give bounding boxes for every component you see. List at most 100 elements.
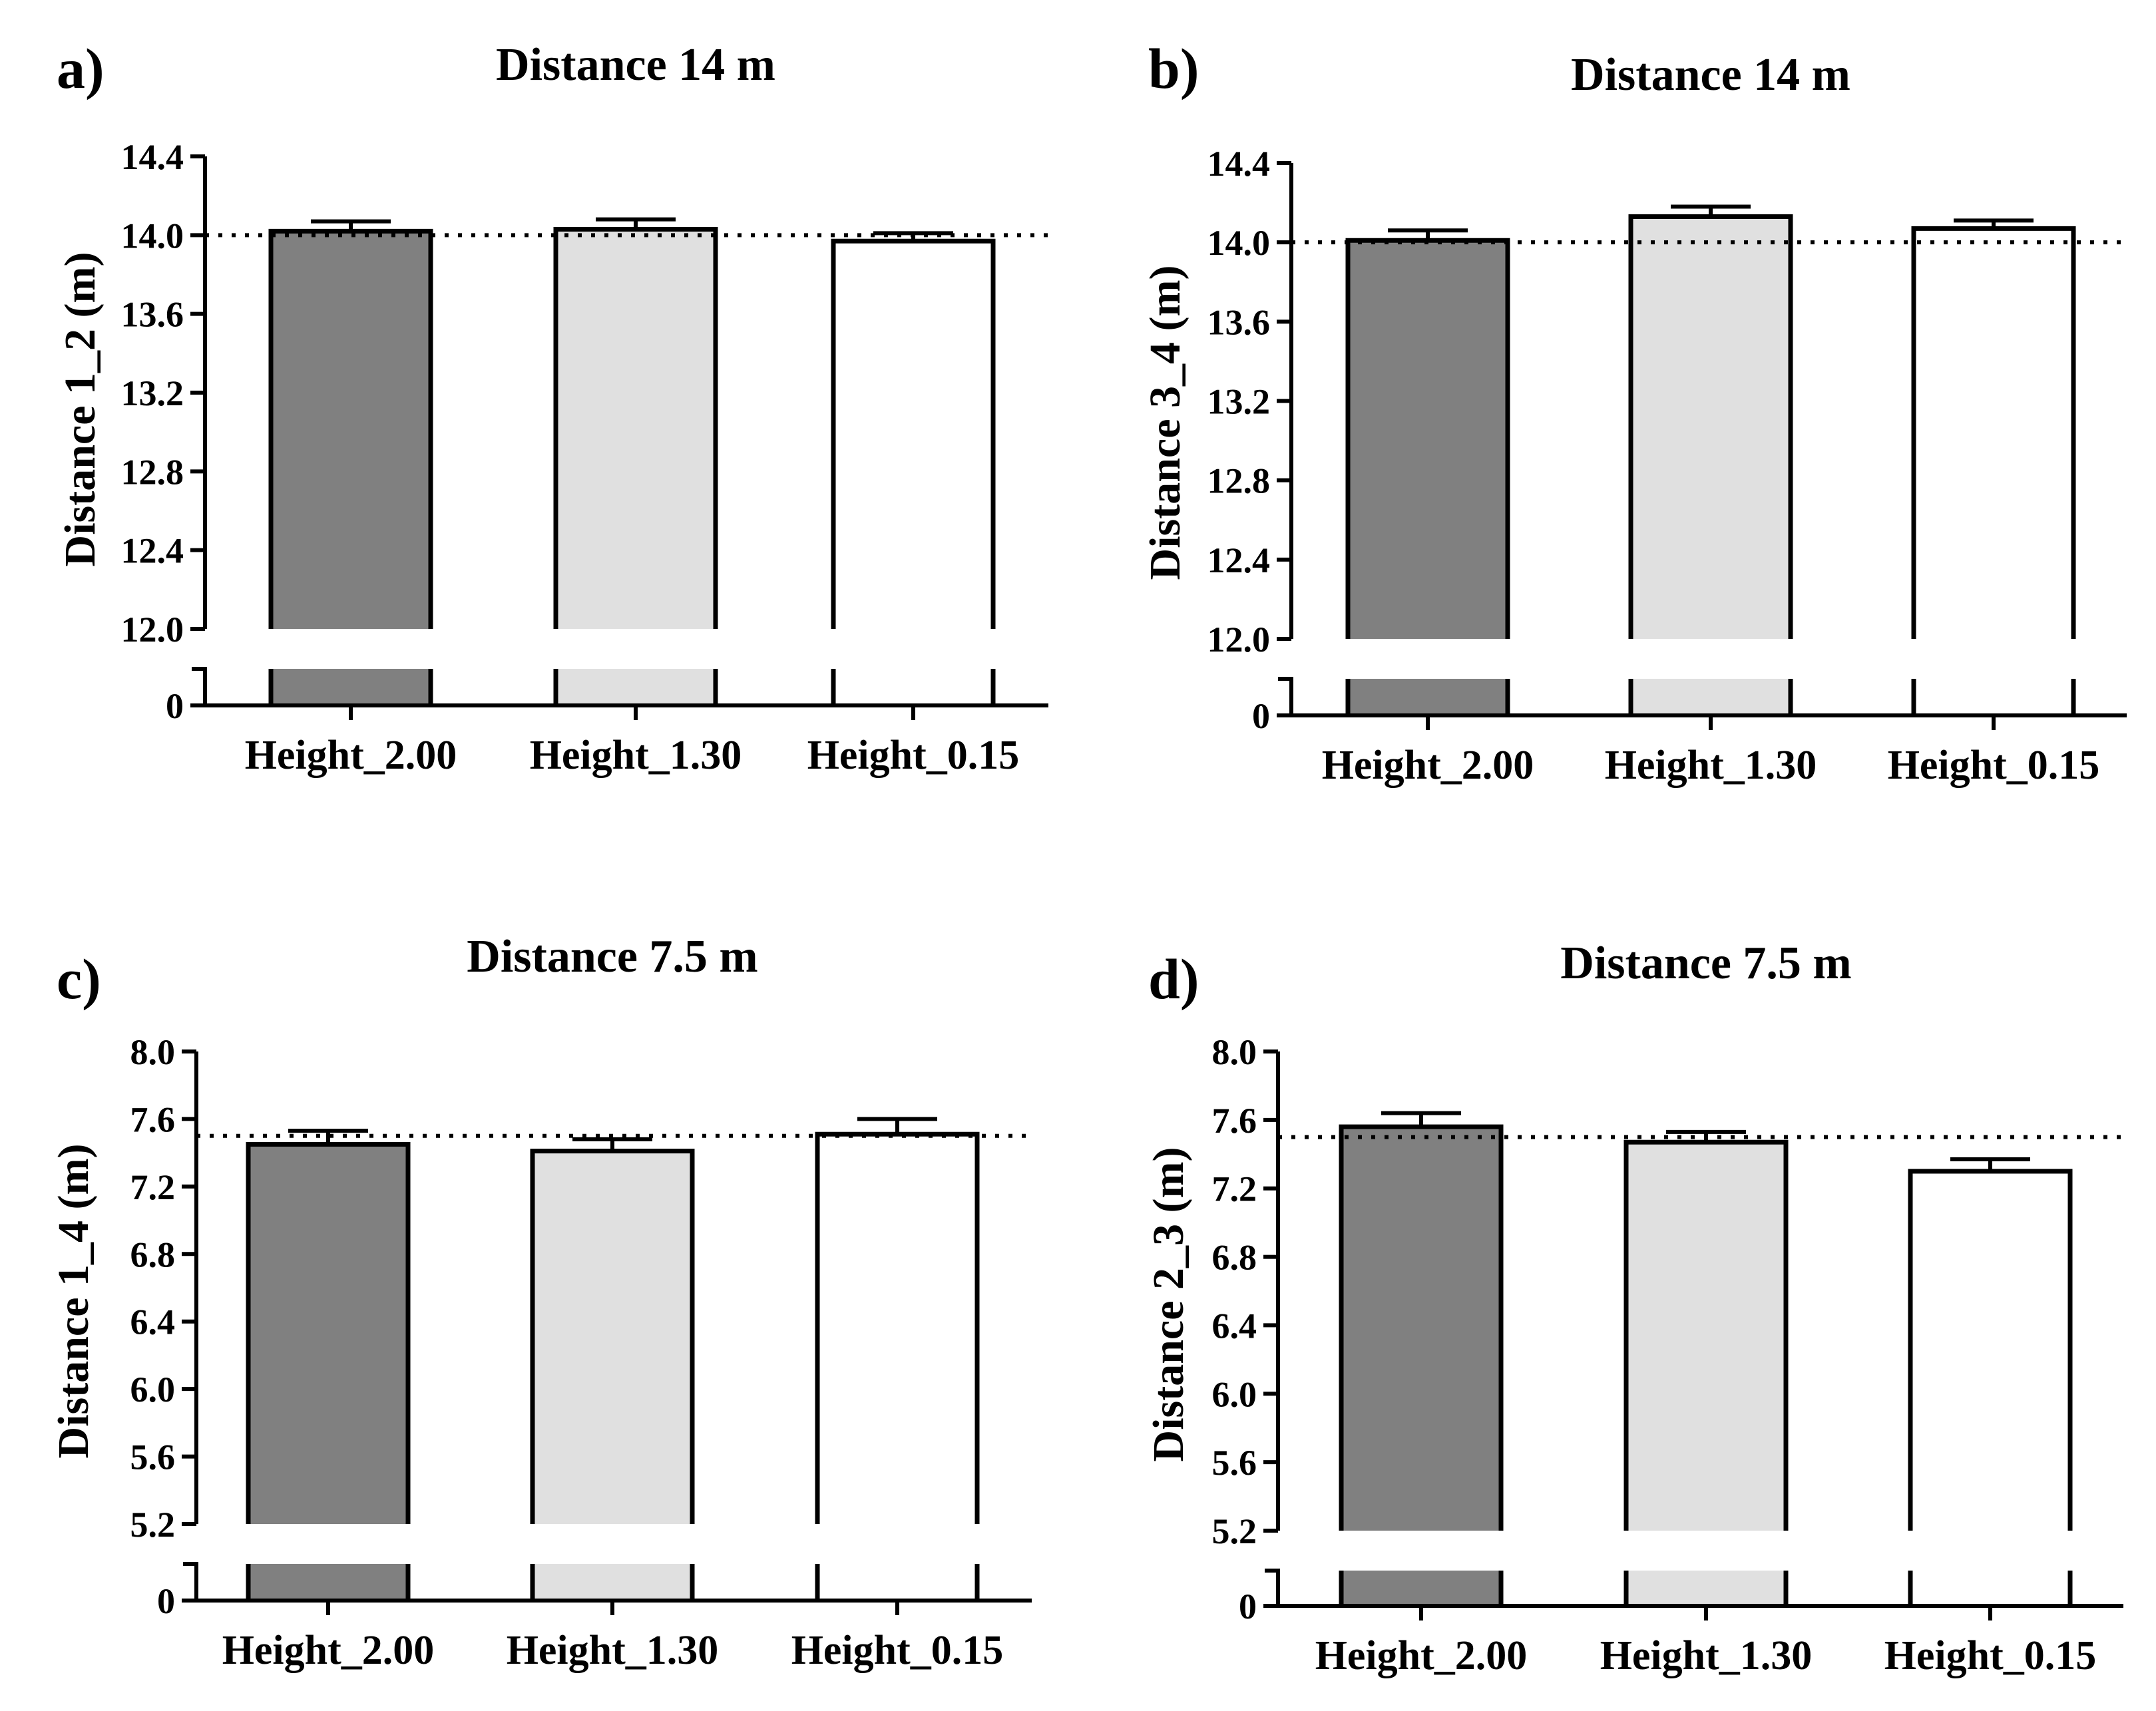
y-tick-label: 12.0 <box>1207 620 1271 660</box>
bar-lower-outline <box>530 1564 695 1601</box>
error-bar <box>857 1117 937 1135</box>
error-bar <box>1388 228 1468 241</box>
bar-upper <box>1626 1142 1786 1531</box>
y-tick-label-zero: 0 <box>166 686 184 726</box>
y-tick-label: 14.4 <box>1207 144 1271 184</box>
y-tick-label: 6.0 <box>130 1370 176 1410</box>
error-bar <box>1950 1157 2030 1171</box>
y-axis-lower <box>192 667 207 705</box>
y-tick-label: 12.8 <box>1207 461 1271 501</box>
y-tick-label-zero: 0 <box>157 1581 175 1621</box>
y-tick-label: 14.4 <box>121 137 184 177</box>
bar-lower-outline <box>268 669 433 705</box>
y-tick-label: 6.4 <box>130 1302 176 1342</box>
y-tick-label: 14.0 <box>1207 223 1271 263</box>
error-bar <box>572 1137 652 1151</box>
panel-label: d) <box>1148 947 1199 1011</box>
y-tick-label: 6.0 <box>1212 1374 1257 1414</box>
bar-upper <box>833 241 993 629</box>
x-tick-label: Height_0.15 <box>1888 743 2100 788</box>
bar-lower-outline <box>246 1564 411 1601</box>
bar-lower <box>1910 1571 2070 1606</box>
y-tick-label: 7.6 <box>130 1099 176 1139</box>
y-tick-label: 6.8 <box>1212 1238 1257 1278</box>
y-tick-label: 5.6 <box>1212 1443 1257 1483</box>
error-bar <box>1954 218 2034 229</box>
x-tick-label: Height_0.15 <box>791 1628 1004 1673</box>
bar-upper <box>1341 1127 1501 1531</box>
bar-lower-outline <box>1911 679 2076 715</box>
y-axis-label: Distance 2_3 (m) <box>1144 1147 1193 1462</box>
bar-lower <box>533 1564 692 1601</box>
bar-upper <box>1348 240 1508 639</box>
y-tick-label: 8.0 <box>1212 1032 1257 1072</box>
bar-lower-outline <box>815 1564 980 1601</box>
y-axis-lower <box>1265 1569 1280 1606</box>
y-tick-label: 6.4 <box>1212 1306 1257 1346</box>
y-tick-label: 12.8 <box>121 452 184 492</box>
x-tick-label: Height_2.00 <box>245 733 457 778</box>
bar-lower-outline <box>1628 679 1793 715</box>
panel-label: b) <box>1148 37 1199 100</box>
bar-lower <box>248 1564 408 1601</box>
x-tick-label: Height_1.30 <box>1600 1633 1813 1678</box>
bar-lower <box>271 669 431 705</box>
y-tick-label-zero: 0 <box>1252 696 1270 736</box>
y-tick-label-zero: 0 <box>1239 1587 1257 1626</box>
bar-lower-outline <box>1345 679 1510 715</box>
y-tick-label: 8.0 <box>130 1032 176 1072</box>
error-bar <box>288 1129 368 1145</box>
panel-label: a) <box>57 37 105 100</box>
bar-upper <box>533 1151 692 1524</box>
bar-upper <box>1910 1171 2070 1531</box>
bar-outline <box>1623 1139 1789 1531</box>
y-tick-label: 5.2 <box>1212 1511 1257 1551</box>
x-tick-label: Height_0.15 <box>1884 1633 2097 1678</box>
error-bar <box>596 217 676 230</box>
chart-title: Distance 14 m <box>1571 49 1850 100</box>
y-tick-label: 7.6 <box>1212 1101 1257 1141</box>
bar-lower-outline <box>553 669 718 705</box>
bar-upper <box>1631 216 1791 639</box>
y-axis-lower <box>1278 677 1293 715</box>
bar-lower <box>556 669 716 705</box>
bar-upper <box>817 1134 977 1524</box>
bar-lower <box>1626 1571 1786 1606</box>
y-tick-label: 5.2 <box>130 1505 176 1545</box>
y-tick-label: 6.8 <box>130 1235 176 1274</box>
y-tick-label: 14.0 <box>121 216 184 256</box>
y-tick-label: 13.6 <box>121 295 184 335</box>
y-axis-label: Distance 3_4 (m) <box>1141 266 1189 580</box>
chart-title: Distance 14 m <box>496 39 775 91</box>
bar-lower <box>1348 679 1508 715</box>
bar-upper <box>271 231 431 630</box>
bar-lower-outline <box>1623 1571 1789 1606</box>
chart-panel-a: a) Distance 14 m Distance 1_2 (m) Height_2.… <box>56 37 1048 778</box>
bar-lower-outline <box>831 669 996 705</box>
error-bar <box>311 219 391 232</box>
y-axis-lower <box>183 1562 198 1601</box>
y-tick-label: 7.2 <box>130 1167 176 1207</box>
x-tick-label: Height_0.15 <box>807 733 1020 778</box>
x-tick-label: Height_1.30 <box>530 733 742 778</box>
bar-lower <box>1631 679 1791 715</box>
x-tick-label: Height_1.30 <box>1605 743 1817 788</box>
bar-outline <box>1628 214 1793 639</box>
x-tick-label: Height_1.30 <box>507 1628 719 1673</box>
y-axis-label: Distance 1_4 (m) <box>49 1144 98 1459</box>
bar-lower <box>1914 679 2073 715</box>
y-tick-label: 13.2 <box>1207 382 1271 422</box>
bar-lower <box>833 669 993 705</box>
bar-outline <box>530 1149 695 1524</box>
bar-upper <box>556 229 716 629</box>
error-bar <box>1381 1111 1461 1127</box>
y-tick-label: 5.6 <box>130 1437 176 1477</box>
x-tick-label: Height_2.00 <box>222 1628 435 1673</box>
panel-label: c) <box>57 947 101 1011</box>
bar-outline <box>1911 226 2076 639</box>
x-tick-label: Height_2.00 <box>1315 1633 1528 1678</box>
bar-upper <box>248 1144 408 1524</box>
bar-lower <box>817 1564 977 1601</box>
y-tick-label: 12.0 <box>121 610 184 650</box>
